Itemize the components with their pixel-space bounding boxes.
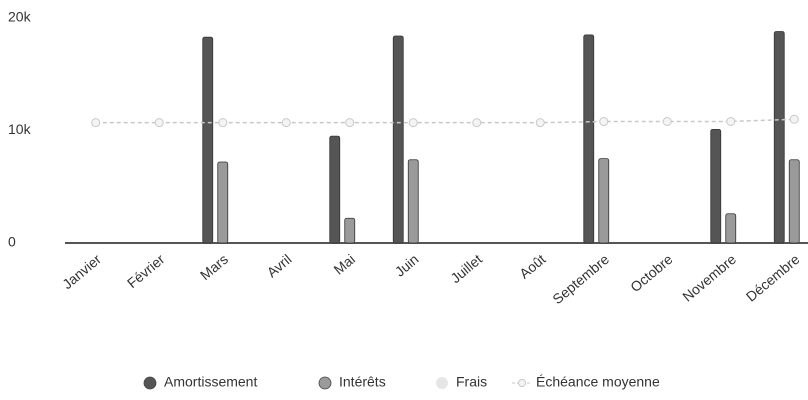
bar: [710, 128, 722, 244]
legend-label: Amortissement: [164, 374, 257, 390]
bar: [329, 135, 341, 244]
x-tick-label: Septembre: [549, 251, 612, 307]
x-tick-label: Mars: [197, 251, 231, 283]
x-tick-label: Juillet: [447, 251, 485, 286]
legend-marker: [143, 376, 157, 390]
x-tick-label: Novembre: [679, 251, 739, 305]
bar: [788, 159, 800, 244]
legend-label: Échéance moyenne: [536, 374, 660, 390]
line-marker: [726, 117, 736, 126]
x-tick-label: Janvier: [59, 251, 104, 292]
y-tick-label: 20k: [8, 9, 32, 25]
bar: [598, 158, 610, 244]
y-tick-label: 0: [8, 234, 16, 250]
bar: [344, 217, 356, 244]
legend-marker: [518, 379, 526, 387]
bar: [217, 161, 229, 244]
x-tick-label: Février: [124, 251, 168, 291]
bar: [392, 35, 404, 244]
x-tick-label: Avril: [264, 251, 295, 281]
y-tick-label: 10k: [8, 121, 32, 137]
line-marker: [218, 118, 228, 128]
bar: [407, 159, 419, 244]
line-marker: [662, 117, 672, 126]
x-tick-label: Juin: [392, 251, 422, 280]
line-marker: [345, 118, 355, 128]
bar: [773, 31, 785, 244]
legend-label: Frais: [456, 374, 487, 390]
line-marker: [154, 118, 164, 128]
line-marker: [789, 114, 799, 124]
bar: [725, 213, 737, 244]
x-tick-label: Août: [516, 251, 548, 282]
line-marker: [408, 118, 418, 128]
legend-label: Intérêts: [339, 374, 386, 390]
line: [95, 118, 795, 124]
legend-marker: [436, 377, 448, 389]
line-marker: [91, 118, 101, 128]
line-marker: [472, 118, 482, 128]
line-marker: [281, 118, 291, 128]
line-marker: [599, 117, 609, 126]
x-tick-label: Décembre: [743, 251, 803, 305]
x-tick-label: Mai: [330, 251, 358, 278]
legend-marker: [318, 376, 332, 390]
bar: [583, 34, 595, 244]
x-tick-label: Octobre: [627, 251, 676, 295]
bar: [202, 36, 214, 244]
line-marker: [535, 118, 545, 128]
